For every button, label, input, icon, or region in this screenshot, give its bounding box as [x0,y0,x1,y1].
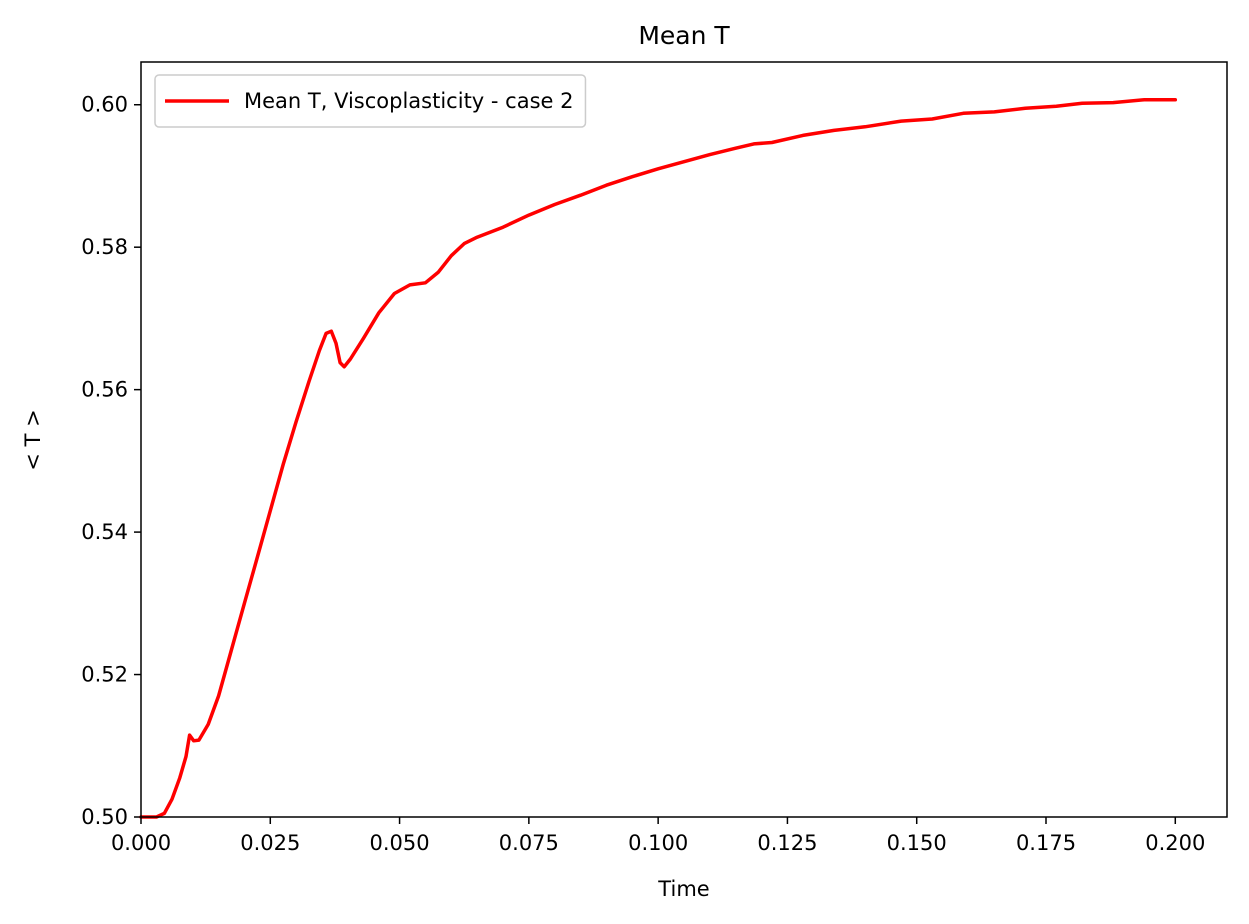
series-line-0 [139,97,1178,819]
y-tick-label: 0.54 [81,520,128,544]
x-tick-label: 0.050 [370,831,430,855]
x-tick-label: 0.000 [111,831,171,855]
legend: Mean T, Viscoplasticity - case 2 [154,74,587,128]
y-tick-label: 0.60 [81,93,128,117]
legend-label: Mean T, Viscoplasticity - case 2 [244,89,573,113]
chart-title: Mean T [638,21,730,50]
y-tick-label: 0.58 [81,235,128,259]
y-axis-title: < T > [21,409,45,470]
x-tick-label: 0.075 [499,831,559,855]
y-tick-label: 0.50 [81,805,128,829]
x-tick-label: 0.150 [887,831,947,855]
x-tick-label: 0.100 [628,831,688,855]
y-tick-label: 0.56 [81,378,128,402]
x-axis-title: Time [657,877,709,901]
legend-box [154,74,587,128]
x-tick-label: 0.025 [240,831,300,855]
plot-frame [140,61,1228,818]
y-tick-label: 0.52 [81,663,128,687]
axis-ticks: 0.000 0.025 0.050 0.075 0.100 0.125 0.150 0.175… [81,93,1205,855]
x-tick-label: 0.200 [1145,831,1205,855]
x-tick-label: 0.175 [1016,831,1076,855]
plot-area [139,97,1178,819]
x-tick-label: 0.125 [757,831,817,855]
